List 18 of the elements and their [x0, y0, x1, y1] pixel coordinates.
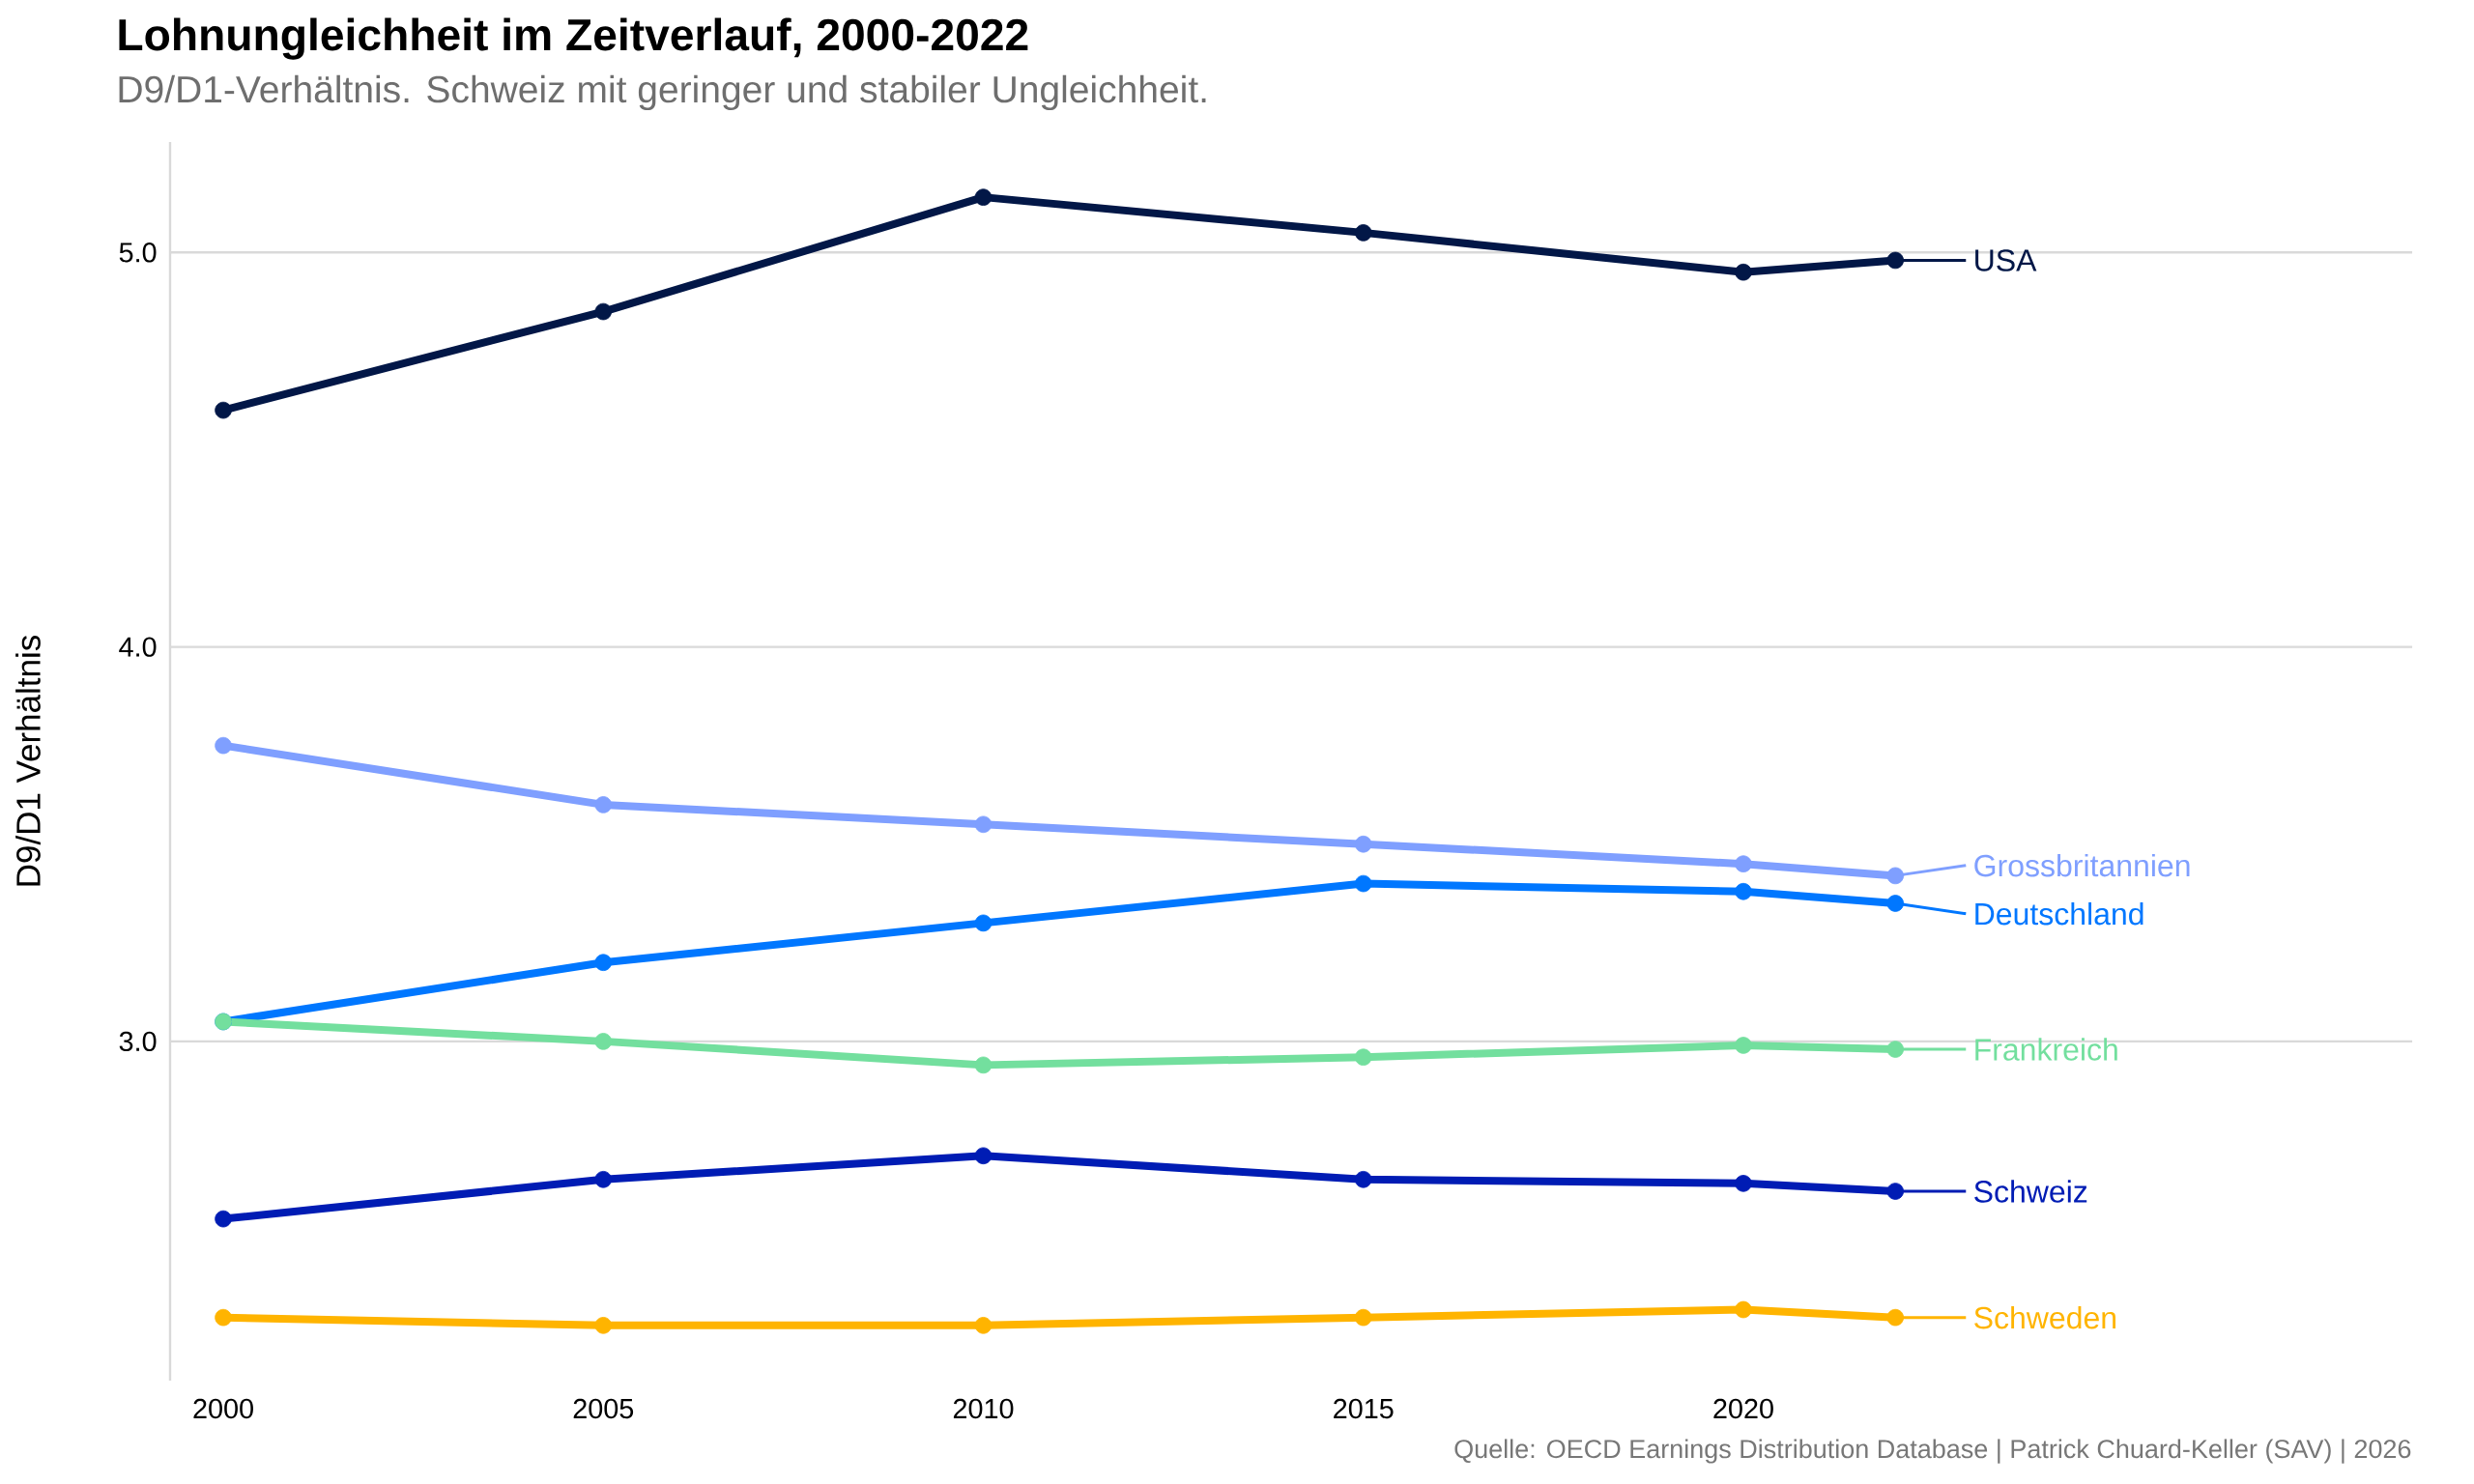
- legend-label: Schweden: [1974, 1305, 2115, 1329]
- legend-label: Deutschland: [1975, 901, 2143, 926]
- x-tick-label: 2010: [953, 1398, 1014, 1419]
- legend-label: USA: [1975, 249, 2037, 271]
- legend-label: Schweiz: [1974, 1180, 2087, 1203]
- legend-label: Frankreich: [1975, 1038, 2117, 1061]
- x-tick-label: 2020: [1713, 1398, 1773, 1419]
- y-tick-label: 3.0: [119, 1031, 157, 1052]
- x-tick-label: 2000: [193, 1398, 253, 1419]
- y-tick-label: 5.0: [119, 243, 157, 263]
- x-tick-label: 2015: [1334, 1398, 1394, 1419]
- legend-label: Grossbritannien: [1974, 853, 2190, 877]
- x-tick-label: 2005: [573, 1398, 634, 1419]
- y-axis-title: D9/D1 Verhältnis: [15, 635, 41, 886]
- source-note: Quelle: OECD Earnings Distribution Database | Patrick Chuard-Keller (SAV) | 2026: [1454, 1439, 2411, 1464]
- chart-subtitle: D9/D1-Verhältnis. Schweiz mit geringer und stabiler Ungleichheit.: [119, 74, 1206, 111]
- chart-title: Lohnungleichheit im Zeitverlauf, 2000-2022: [119, 17, 1028, 60]
- y-tick-label: 4.0: [119, 637, 157, 657]
